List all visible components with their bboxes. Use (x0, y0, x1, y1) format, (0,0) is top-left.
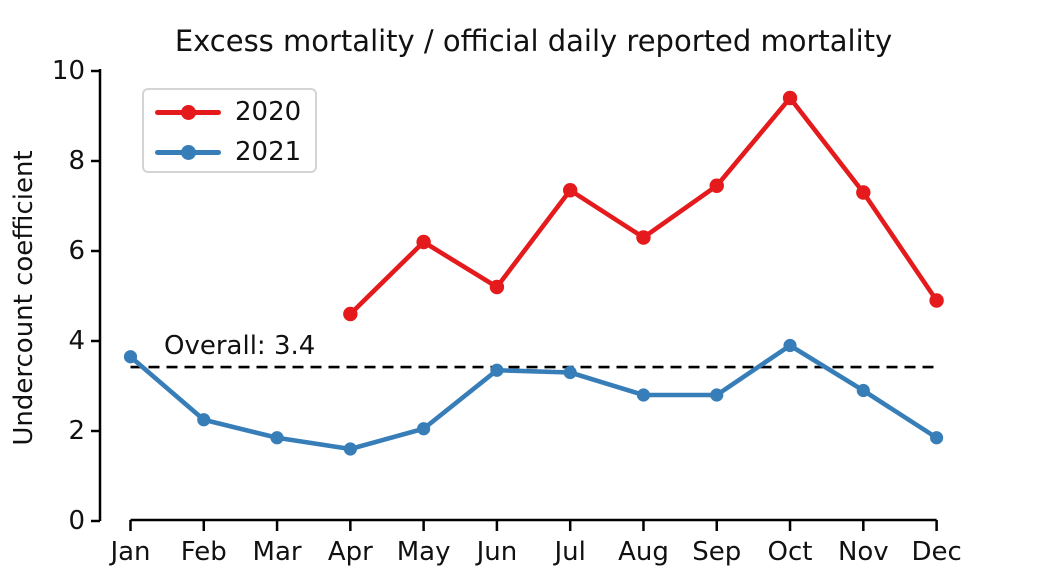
y-tick-label: 6 (68, 236, 85, 266)
data-point-2021 (856, 383, 870, 398)
data-point-2021 (783, 338, 797, 353)
legend-entry-2021: 2021 (155, 132, 315, 172)
data-point-2020 (709, 178, 724, 193)
legend-line-marker-icon (155, 132, 221, 172)
legend: 2020 2021 (142, 88, 317, 173)
data-point-2021 (123, 350, 138, 364)
data-point-2021 (490, 363, 504, 377)
legend-entry-2020: 2020 (155, 92, 315, 132)
data-point-2021 (930, 431, 944, 445)
x-tick-label-feb: Feb (180, 537, 227, 567)
x-tick-label-may: May (396, 537, 451, 567)
y-tick-label: 0 (68, 506, 85, 536)
data-point-2021 (343, 442, 357, 456)
overall-annotation: Overall: 3.4 (164, 331, 316, 361)
x-tick-label-oct: Oct (767, 537, 813, 567)
x-tick-label-jun: Jun (476, 537, 518, 567)
data-point-2020 (489, 279, 505, 295)
data-point-2020 (782, 90, 798, 106)
y-tick-label: 4 (68, 326, 85, 356)
data-point-2020 (416, 234, 431, 250)
data-point-2020 (562, 183, 578, 198)
series-line-2020 (348, 95, 939, 317)
x-tick-label-sep: Sep (692, 537, 742, 567)
data-point-2021 (636, 388, 651, 402)
y-tick-label: 2 (68, 416, 85, 446)
data-point-2020 (343, 306, 358, 322)
y-tick-label: 8 (68, 146, 85, 176)
x-tick-label-dec: Dec (911, 537, 962, 567)
x-tick-label-aug: Aug (618, 537, 669, 567)
legend-line-marker-icon (155, 92, 221, 132)
series-line-2021 (128, 343, 939, 452)
data-point-2020 (856, 185, 871, 200)
data-point-2020 (636, 230, 651, 245)
y-tick-label: 10 (51, 56, 85, 86)
x-tick-label-apr: Apr (327, 537, 373, 567)
data-point-2021 (417, 422, 431, 436)
data-point-2021 (710, 388, 724, 402)
data-point-2021 (563, 365, 577, 380)
x-tick-label-jan: Jan (110, 537, 151, 567)
data-point-2020 (929, 293, 944, 308)
data-point-2021 (197, 413, 211, 427)
x-tick-label-mar: Mar (252, 537, 302, 567)
legend-label-2020: 2020 (235, 97, 302, 127)
chart-title: Excess mortality / official daily report… (174, 24, 893, 58)
x-tick-label-nov: Nov (837, 537, 889, 567)
data-point-2021 (270, 431, 284, 445)
x-tick-label-jul: Jul (554, 537, 586, 567)
legend-label-2021: 2021 (235, 137, 302, 167)
